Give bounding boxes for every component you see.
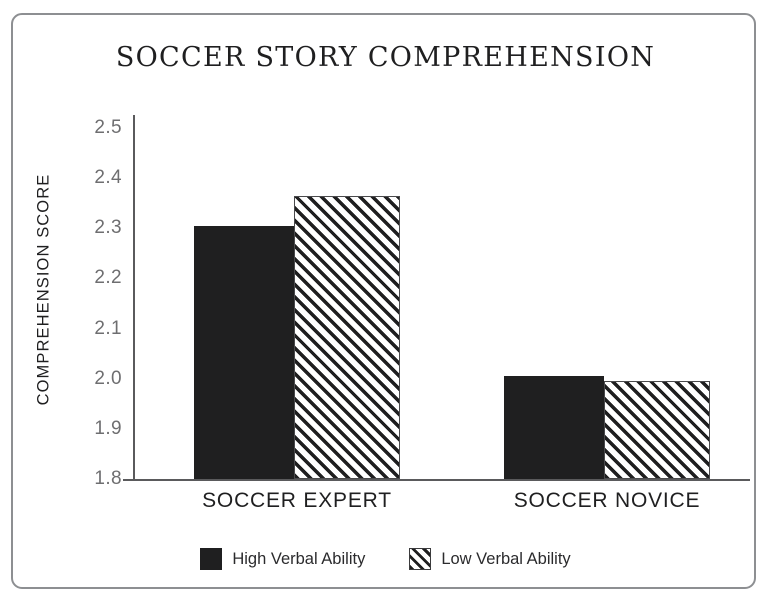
bar-soccer-expert-low-verbal-ability — [294, 195, 400, 479]
y-axis-tick-label: 1.8 — [94, 468, 122, 489]
x-axis-line — [123, 479, 750, 481]
bar-soccer-expert-high-verbal-ability — [194, 225, 294, 479]
y-axis-tick-label: 2.1 — [94, 317, 122, 339]
y-axis-tick-labels: 2.5 2.4 2.3 2.2 2.1 2.0 1.9 1.8 — [70, 15, 122, 591]
solid-black-square-icon — [200, 548, 223, 570]
y-axis-tick-label: 2.0 — [94, 367, 122, 389]
bars-layer — [13, 15, 758, 479]
y-axis-tick-label: 2.5 — [94, 117, 122, 138]
y-axis-tick-label: 2.4 — [94, 167, 122, 189]
legend-item[interactable]: High Verbal Ability — [200, 548, 365, 570]
x-axis-category-label: SOCCER EXPERT — [202, 489, 392, 512]
y-axis-tick-label: 2.3 — [94, 217, 122, 239]
bar-soccer-novice-high-verbal-ability — [504, 376, 604, 479]
chart-legend: High Verbal Ability Low Verbal Ability — [13, 548, 758, 570]
hatched-square-icon — [409, 548, 432, 570]
chart-card: SOCCER STORY COMPREHENSION COMPREHENSION… — [11, 13, 756, 589]
y-axis-tick-label: 1.9 — [94, 417, 122, 439]
legend-item-label: Low Verbal Ability — [441, 549, 571, 568]
legend-item-label: High Verbal Ability — [232, 549, 366, 568]
x-axis-category-label: SOCCER NOVICE — [513, 489, 701, 512]
chart-title: SOCCER STORY COMPREHENSION — [115, 42, 656, 73]
y-axis-tick-label: 2.2 — [94, 267, 122, 289]
bar-soccer-novice-low-verbal-ability — [604, 381, 710, 479]
legend-item[interactable]: Low Verbal Ability — [409, 548, 571, 570]
y-axis-line — [133, 115, 135, 480]
